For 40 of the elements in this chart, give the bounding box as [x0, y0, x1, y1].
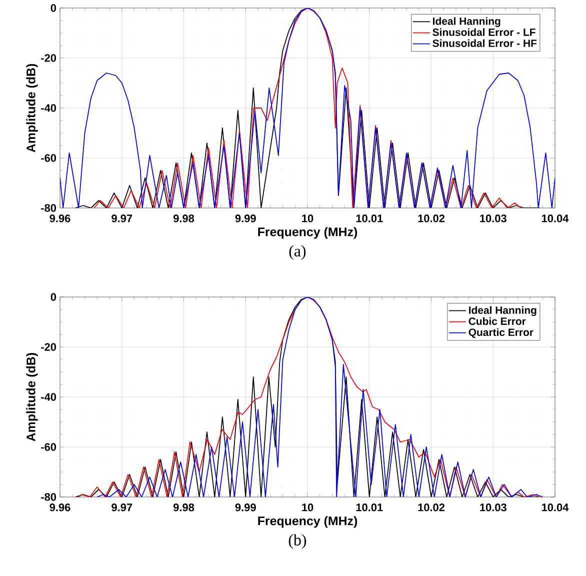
x-tick-label: 10.04: [542, 214, 569, 222]
x-tick-label: 9.98: [173, 504, 194, 512]
y-tick-label: 0: [50, 4, 56, 12]
x-axis-title: Frequency (MHz): [258, 227, 358, 239]
y-tick-label: -40: [41, 393, 56, 401]
y-tick-label: 0: [50, 293, 56, 301]
x-tick-label: 9.97: [112, 504, 132, 512]
x-tick-label: 10.02: [418, 504, 445, 512]
y-tick-label: -80: [41, 204, 56, 212]
legend-label: Cubic Error: [468, 317, 526, 325]
x-axis-title: Frequency (MHz): [258, 516, 358, 528]
y-tick-label: -20: [41, 343, 56, 351]
y-tick-label: -20: [41, 54, 56, 62]
legend-label: Sinusoidal Error - LF: [432, 28, 536, 36]
x-tick-label: 10: [302, 504, 314, 512]
x-tick-label: 10.03: [480, 504, 506, 512]
x-tick-label: 10.04: [542, 504, 569, 512]
x-tick-label: 10: [302, 214, 314, 222]
x-tick-label: 9.96: [50, 214, 70, 222]
y-tick-label: -40: [41, 104, 56, 112]
y-axis-title: Amplitude (dB): [26, 353, 38, 442]
x-tick-label: 10.01: [356, 504, 383, 512]
x-tick-label: 10.01: [356, 214, 383, 222]
x-tick-label: 9.97: [112, 214, 132, 222]
x-tick-label: 10.02: [418, 214, 445, 222]
legend-label: Ideal Hanning: [433, 17, 500, 27]
y-tick-label: -60: [41, 443, 56, 451]
text: (a): [289, 245, 306, 260]
legend-label: Ideal Hanning: [469, 306, 536, 316]
legend-label: Quartic Error: [468, 328, 534, 338]
y-axis-title: Amplitude (dB): [26, 64, 38, 152]
text: (b): [288, 534, 306, 549]
x-tick-label: 9.99: [235, 504, 256, 512]
x-tick-label: 9.96: [50, 504, 70, 512]
x-tick-label: 9.98: [173, 214, 194, 222]
x-tick-label: 10.03: [480, 214, 506, 222]
y-tick-label: -60: [41, 154, 56, 162]
x-tick-label: 9.99: [235, 214, 256, 222]
legend-label: Sinusoidal Error - HF: [432, 39, 537, 47]
y-tick-label: -80: [41, 493, 56, 501]
